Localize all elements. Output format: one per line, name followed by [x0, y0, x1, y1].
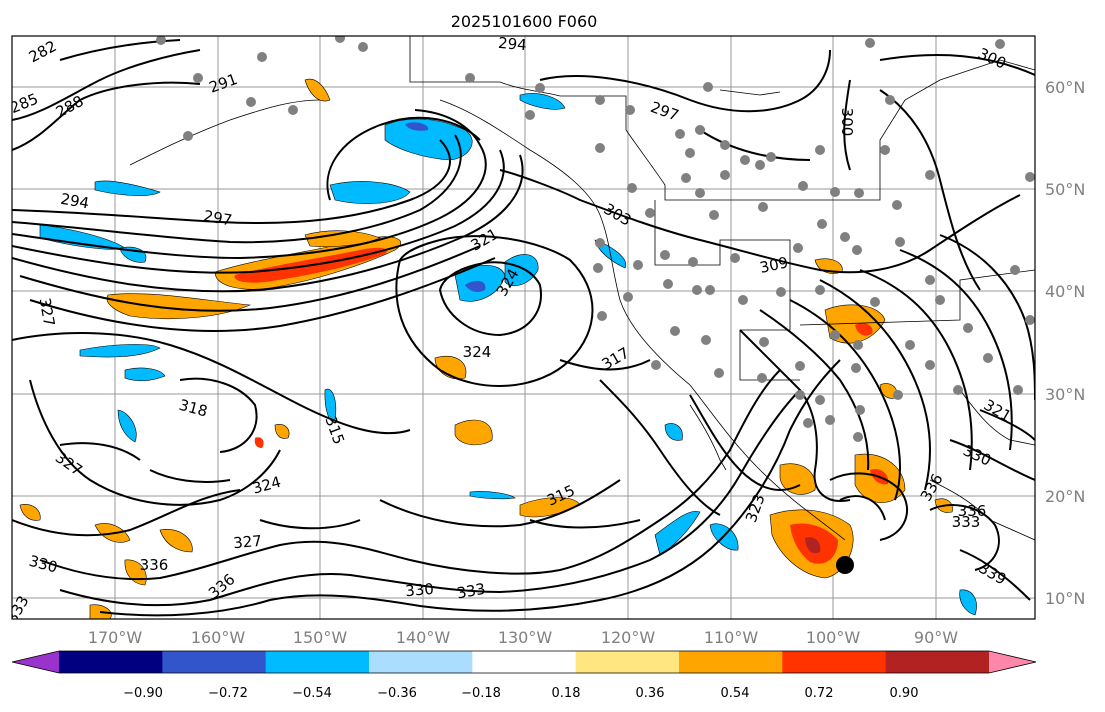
map-title: 2025101600 F060 [451, 12, 598, 31]
contour-label: 297 [202, 207, 233, 230]
lon-label: 100°W [806, 628, 861, 647]
colorbar-tick-label: −0.72 [208, 686, 248, 701]
colorbar-swatch [885, 651, 990, 673]
contour-label: 333 [952, 513, 981, 531]
latitude-labels: 60°N 50°N 40°N 30°N 20°N 10°N [1045, 78, 1085, 608]
colorbar-swatch [59, 651, 163, 673]
lon-label: 170°W [88, 628, 143, 647]
lon-label: 160°W [191, 628, 246, 647]
station-dots [156, 36, 1035, 442]
colorbar-tick-label: 0.90 [890, 686, 919, 701]
storm-center-marker [836, 556, 854, 574]
contour-label: 294 [59, 190, 90, 213]
colorbar-tick-label: 0.36 [636, 686, 665, 701]
colorbar-tick-label: −0.18 [461, 686, 501, 701]
colorbar-tick-label: 0.54 [721, 686, 750, 701]
colorbar-swatch [369, 651, 473, 673]
colorbar-tick-label: 0.18 [552, 686, 581, 701]
map-panel: 282 291 285 288 294 297 300 300 294 297 … [12, 34, 1035, 619]
lat-label: 30°N [1045, 385, 1085, 404]
contour-label: 309 [758, 253, 790, 277]
colorbar-swatch [575, 651, 680, 673]
colorbar-swatch [782, 651, 887, 673]
lat-label: 60°N [1045, 78, 1085, 97]
contour-label: 333 [455, 580, 486, 603]
contour-label: 300 [838, 108, 856, 137]
colorbar-ticks: −0.90 −0.72 −0.54 −0.36 −0.18 0.18 0.36 … [123, 686, 918, 701]
colorbar-swatch [162, 651, 267, 673]
negative-shading-core [405, 122, 486, 293]
gridlines [12, 36, 1035, 619]
colorbar-tick-label: −0.54 [292, 686, 332, 701]
contour-label: 336 [958, 502, 987, 520]
colorbar-tick-label: −0.36 [377, 686, 417, 701]
lon-label: 130°W [498, 628, 553, 647]
colorbar [11, 650, 1037, 674]
contour-label: 330 [405, 580, 435, 600]
lon-label: 140°W [396, 628, 451, 647]
colorbar-swatch [472, 651, 577, 673]
lat-label: 40°N [1045, 282, 1085, 301]
colorbar-swatch [265, 651, 370, 673]
colorbar-outline [11, 650, 1037, 674]
lon-label: 150°W [293, 628, 348, 647]
colorbar-swatch [679, 651, 783, 673]
contour-label: 327 [36, 296, 59, 327]
contour-label: 327 [233, 532, 263, 552]
contour-label: 294 [497, 34, 527, 54]
positive-shading-peak [805, 537, 821, 554]
lon-label: 90°W [914, 628, 958, 647]
lat-label: 20°N [1045, 487, 1085, 506]
map-frame [11, 35, 1036, 620]
contour-label: 324 [463, 343, 492, 361]
lon-label: 120°W [601, 628, 656, 647]
colorbar-tick-label: −0.90 [123, 686, 163, 701]
lat-label: 10°N [1045, 589, 1085, 608]
colorbar-tick-label: 0.72 [805, 686, 834, 701]
theta-contours [12, 39, 1035, 617]
colorbar-extend-min [12, 651, 59, 673]
lon-label: 110°W [704, 628, 759, 647]
longitude-labels: 170°W 160°W 150°W 140°W 130°W 120°W 110°… [88, 628, 958, 647]
lat-label: 50°N [1045, 180, 1085, 199]
contour-label: 336 [140, 556, 169, 574]
colorbar-extend-max [989, 651, 1036, 673]
